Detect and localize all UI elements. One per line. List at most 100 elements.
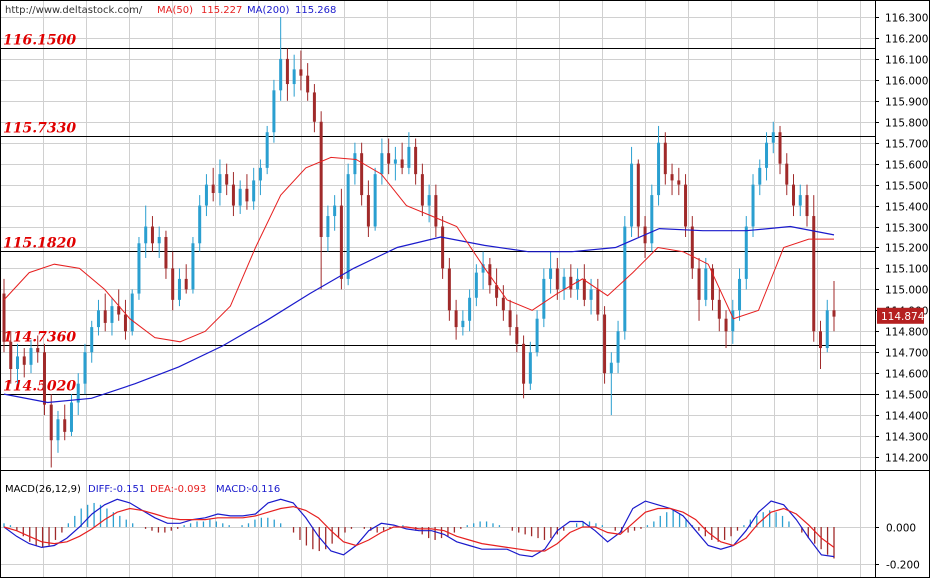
candle-body <box>474 272 478 298</box>
candle-body <box>326 216 330 237</box>
price-tick-label: 114.400 <box>885 411 928 423</box>
candle-body <box>420 174 424 206</box>
candle-body <box>90 327 94 353</box>
candle-body <box>83 352 87 384</box>
candle-body <box>42 352 46 405</box>
candle-body <box>677 180 681 185</box>
candle-body <box>110 306 114 323</box>
price-tick-label: 115.900 <box>885 97 928 109</box>
ma50-label: MA(50) <box>157 5 193 16</box>
candle-body <box>812 216 816 332</box>
candle-body <box>623 226 627 332</box>
candle-body <box>555 268 559 290</box>
level-label: 115.1820 <box>3 236 76 252</box>
price-tick-label: 115.300 <box>885 223 928 235</box>
price-tick-label: 115.000 <box>885 285 928 297</box>
macd-axis: 0.000 -0.200 <box>875 523 920 572</box>
candle-body <box>650 195 654 244</box>
candle-body <box>562 276 566 290</box>
current-price-label: 114.874 <box>881 311 925 323</box>
candle-body <box>225 174 229 185</box>
candle-body <box>157 237 161 244</box>
macd-tick-label: 0.000 <box>886 523 916 535</box>
candle-body <box>279 58 283 91</box>
candle-body <box>245 188 249 202</box>
candle-body <box>360 153 364 196</box>
candle-body <box>690 226 694 269</box>
candle-body <box>657 142 661 196</box>
candle-body <box>123 314 127 332</box>
candle-body <box>299 69 303 76</box>
candle-body <box>150 226 154 244</box>
candle-body <box>819 331 823 349</box>
price-tick-label: 115.800 <box>885 118 928 130</box>
candle-body <box>542 278 546 319</box>
candle-body <box>832 310 836 317</box>
candle-body <box>684 184 688 227</box>
site-url[interactable]: http://www.deltastock.com/ <box>5 5 143 16</box>
candle-body <box>454 310 458 328</box>
dea-label: DEA: <box>150 484 174 495</box>
candle-body <box>414 146 418 175</box>
candle-body <box>535 318 539 353</box>
macd-histogram <box>3 502 835 559</box>
level-label: 115.7330 <box>3 121 76 137</box>
price-tick-label: 114.300 <box>885 432 928 444</box>
candle-body <box>751 184 755 227</box>
candle-body <box>765 142 769 168</box>
candle-body <box>393 159 397 164</box>
candle-body <box>468 297 472 321</box>
candle-body <box>218 174 222 193</box>
candle-body <box>191 243 195 290</box>
ma200-label: MA(200) <box>247 5 289 16</box>
ma200-value: 115.268 <box>295 5 336 16</box>
level-label: 114.5020 <box>3 379 76 395</box>
macd-tick-label: -0.200 <box>886 560 920 572</box>
candle-body <box>427 195 431 206</box>
ma50-value: 115.227 <box>201 5 242 16</box>
candle-body <box>238 188 242 206</box>
candle-body <box>792 184 796 206</box>
candle-body <box>63 419 67 432</box>
candle-body <box>798 195 802 206</box>
diff-label: DIFF: <box>88 484 113 495</box>
candle-body <box>522 343 526 384</box>
price-tick-label: 114.700 <box>885 348 928 360</box>
ma200-line <box>3 225 835 404</box>
price-tick-label: 116.100 <box>885 55 928 67</box>
candle-body <box>771 132 775 143</box>
candle-body <box>528 352 532 384</box>
candle-body <box>373 174 377 227</box>
candle-body <box>400 159 404 168</box>
candle-body <box>663 142 667 175</box>
level-label: 116.1500 <box>3 33 76 49</box>
price-tick-label: 114.200 <box>885 453 928 465</box>
candle-body <box>164 237 168 269</box>
candle-body <box>69 402 73 432</box>
candle-body <box>434 195 438 227</box>
current-price-tag: 114.874 <box>877 307 925 324</box>
macd-value: -0.116 <box>248 484 280 495</box>
candle-body <box>630 163 634 227</box>
candle-body <box>285 58 289 85</box>
candle-body <box>76 383 80 403</box>
price-grid <box>0 0 875 578</box>
dea-value: -0.093 <box>174 484 206 495</box>
candle-body <box>387 153 391 164</box>
candle-body <box>184 278 188 290</box>
candle-body <box>508 310 512 328</box>
price-axis: 116.300 116.200 116.100 116.000 115.900 115.8… <box>875 13 928 465</box>
candle-body <box>670 174 674 181</box>
candle-body <box>724 318 728 332</box>
candle-body <box>29 348 33 365</box>
candle-body <box>495 285 499 298</box>
candle-body <box>258 167 262 181</box>
candle-body <box>447 268 451 311</box>
candle-body <box>272 90 276 133</box>
candle-body <box>252 180 256 202</box>
candle-body <box>805 195 809 217</box>
price-tick-label: 116.300 <box>885 13 928 25</box>
candle-body <box>441 226 445 269</box>
candle-body <box>704 268 708 300</box>
